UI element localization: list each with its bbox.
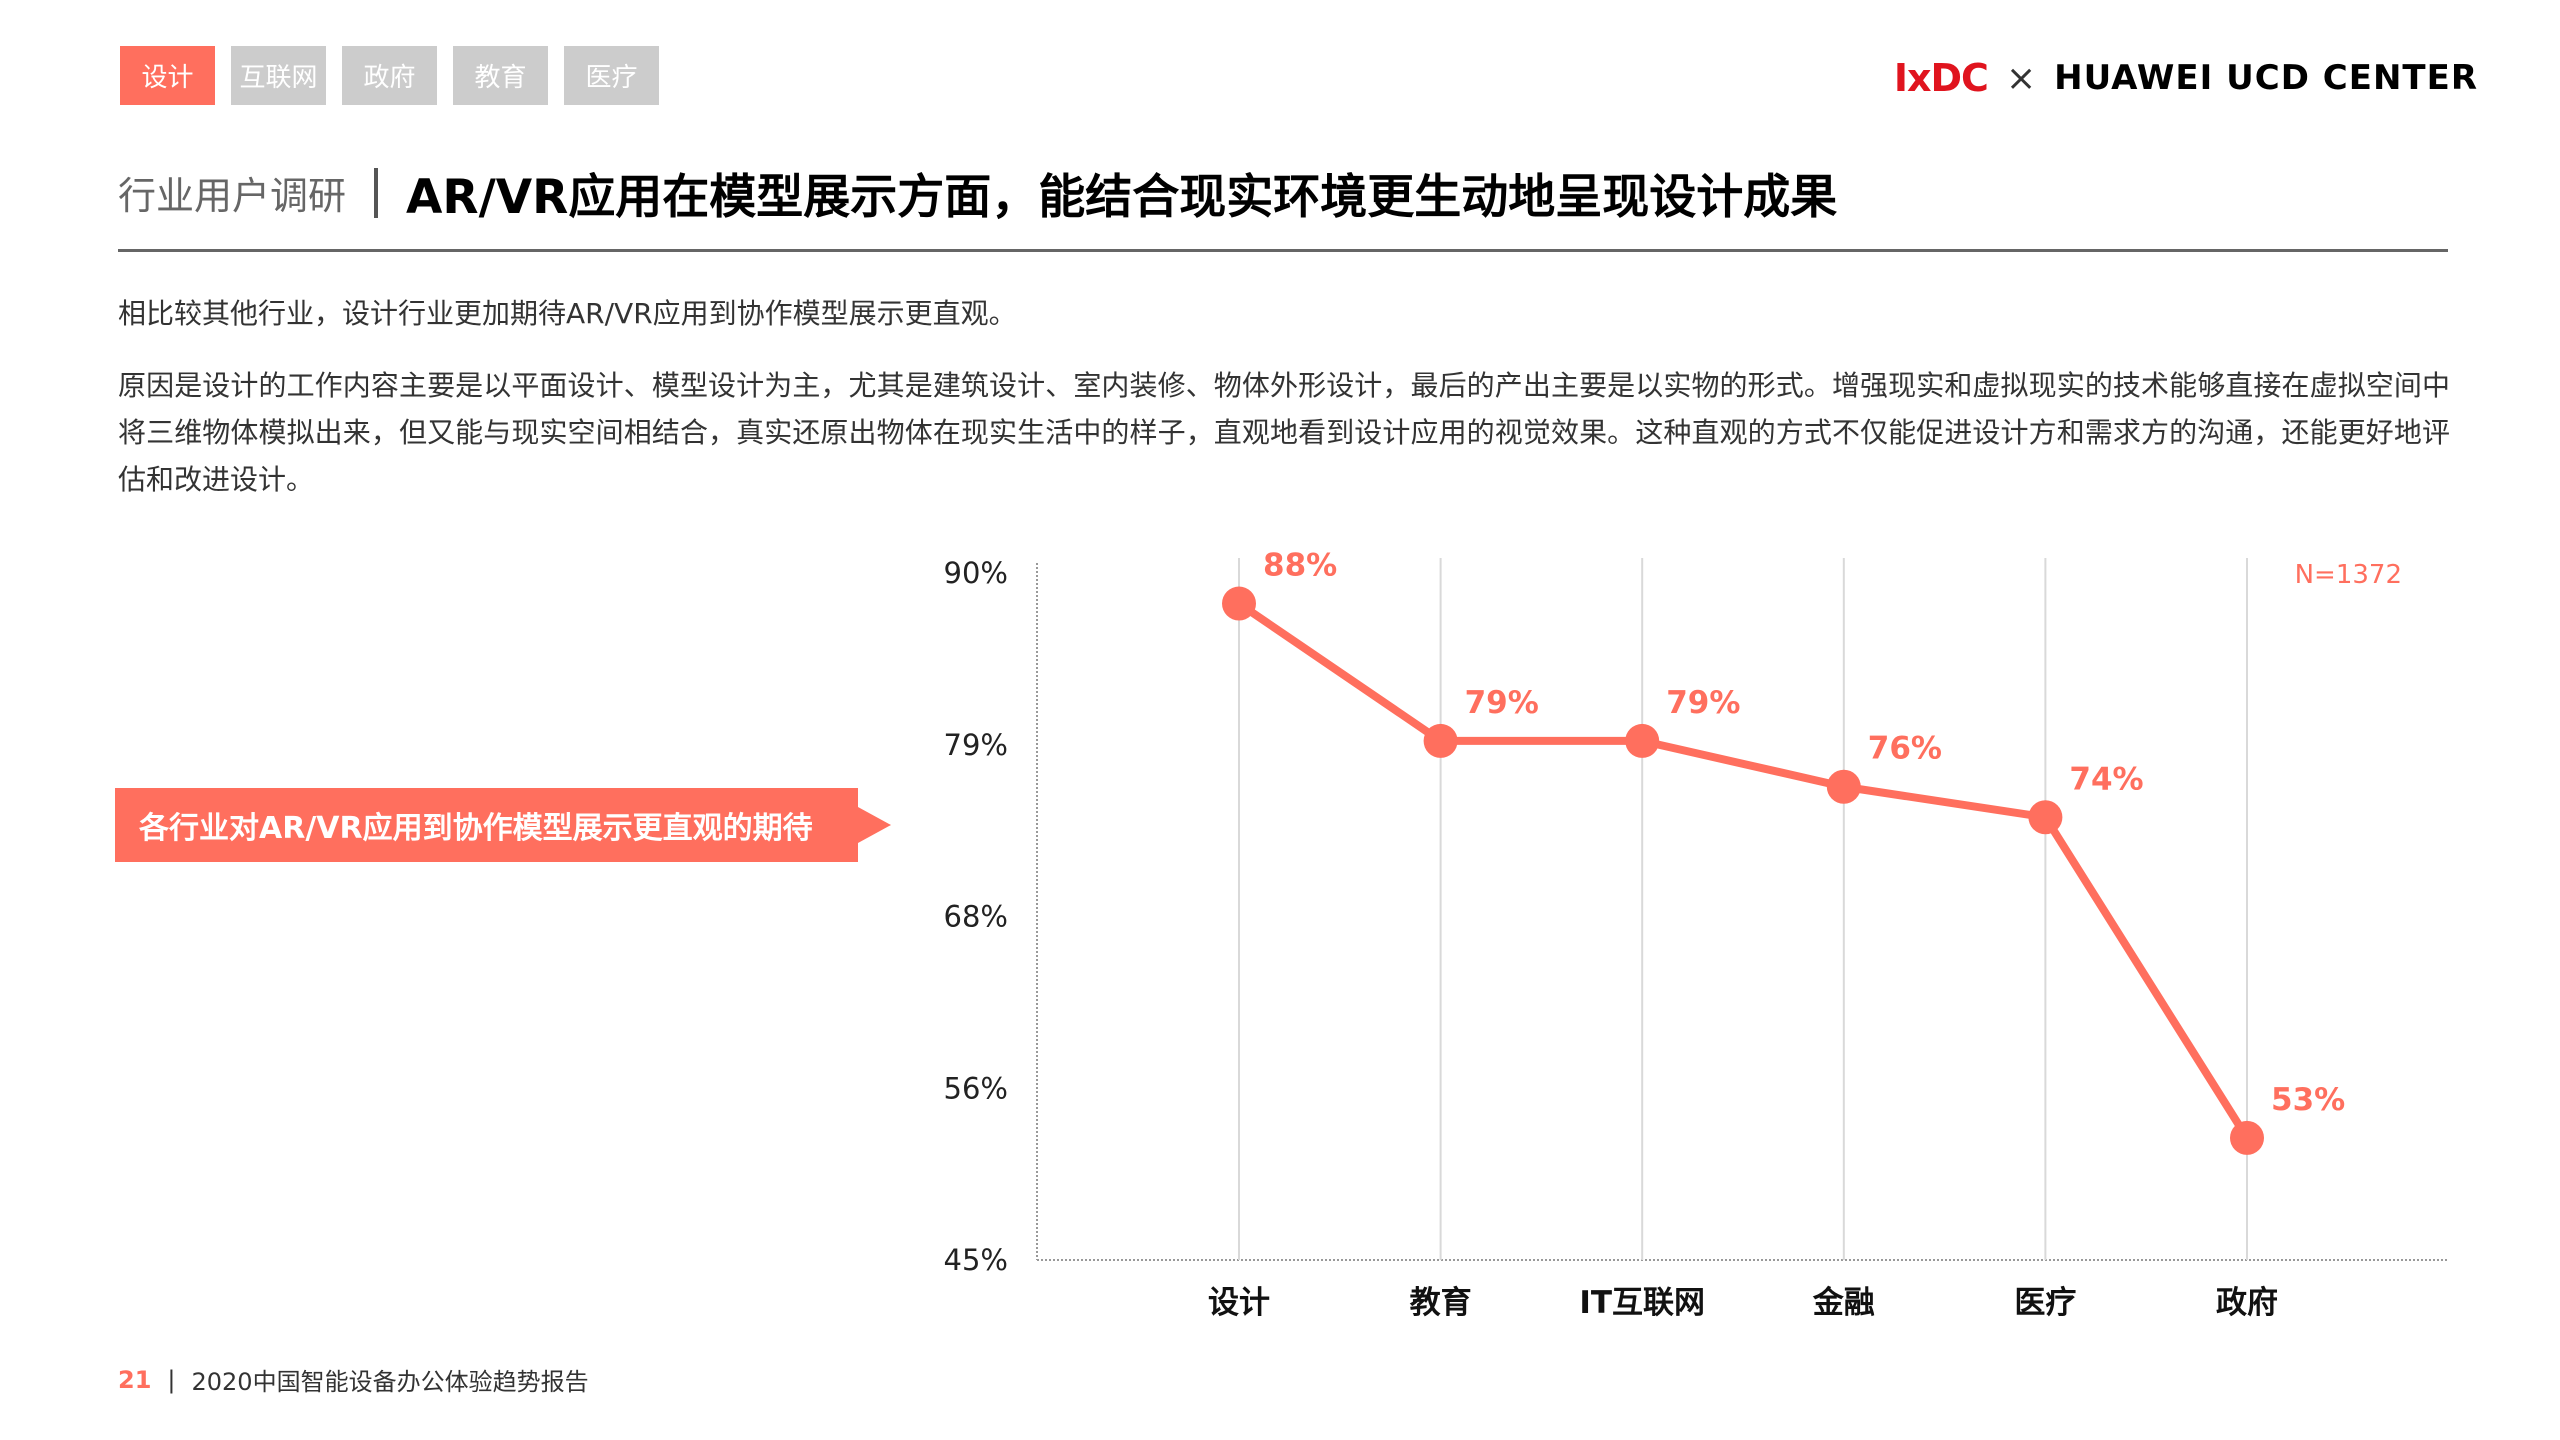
y-tick-label: 45% xyxy=(944,1243,1008,1277)
ixdc-logo: IxDC xyxy=(1893,56,1989,100)
data-point xyxy=(1826,769,1861,804)
data-label: 74% xyxy=(2069,761,2143,797)
data-point xyxy=(2028,800,2063,835)
page-title: AR/VR应用在模型展示方面，能结合现实环境更生动地呈现设计成果 xyxy=(406,170,1838,225)
x-tick-label: 教育 xyxy=(1410,1285,1472,1321)
page-header: 行业用户调研 AR/VR应用在模型展示方面，能结合现实环境更生动地呈现设计成果 xyxy=(118,158,1837,227)
title-rule xyxy=(118,249,2448,252)
footer-divider: | xyxy=(167,1365,176,1394)
page-number: 21 xyxy=(118,1365,152,1394)
report-title: 2020中国智能设备办公体验趋势报告 xyxy=(191,1368,589,1396)
tab-education[interactable]: 教育 xyxy=(453,46,548,105)
detail-text: 原因是设计的工作内容主要是以平面设计、模型设计为主，尤其是建筑设计、室内装修、物… xyxy=(118,369,2450,496)
data-label: 88% xyxy=(1263,548,1337,584)
tab-medical[interactable]: 医疗 xyxy=(564,46,659,105)
x-tick-label: 金融 xyxy=(1812,1285,1875,1321)
callout-arrow-icon xyxy=(858,807,891,843)
data-label: 53% xyxy=(2271,1082,2345,1118)
x-tick-label: 医疗 xyxy=(2014,1285,2076,1321)
y-tick-label: 90% xyxy=(944,556,1008,590)
tab-design[interactable]: 设计 xyxy=(120,46,215,105)
data-point xyxy=(1625,723,1660,758)
series-line xyxy=(1236,600,2251,1140)
tab-internet[interactable]: 互联网 xyxy=(231,46,326,105)
data-label: 79% xyxy=(1666,685,1740,721)
data-point xyxy=(1423,723,1458,758)
x-tick-label: 设计 xyxy=(1208,1285,1270,1321)
data-label: 79% xyxy=(1465,685,1539,721)
chart-callout: 各行业对AR/VR应用到协作模型展示更直观的期待 xyxy=(115,788,858,862)
category-tabs: 设计 互联网 政府 教育 医疗 xyxy=(120,46,659,105)
y-tick-label: 56% xyxy=(944,1071,1008,1105)
data-point xyxy=(2230,1120,2264,1155)
huawei-ucd-logo: HUAWEI UCD CENTER xyxy=(2054,58,2478,98)
footer: 21 | 2020中国智能设备办公体验趋势报告 xyxy=(118,1362,589,1397)
header-divider xyxy=(374,167,379,218)
x-tick-label: 政府 xyxy=(2216,1285,2278,1321)
logo: IxDC × HUAWEI UCD CENTER xyxy=(1894,56,2478,100)
data-label: 76% xyxy=(1868,731,1942,767)
times-icon: × xyxy=(2005,57,2037,99)
y-tick-label: 79% xyxy=(944,728,1008,762)
section-label: 行业用户调研 xyxy=(118,174,347,218)
sample-size-label: N=1372 xyxy=(2295,560,2402,590)
summary-text: 相比较其他行业，设计行业更加期待AR/VR应用到协作模型展示更直观。 xyxy=(118,297,1017,330)
data-point xyxy=(1222,586,1256,621)
x-tick-label: IT互联网 xyxy=(1579,1285,1705,1321)
tab-government[interactable]: 政府 xyxy=(342,46,437,105)
y-tick-label: 68% xyxy=(944,900,1008,934)
